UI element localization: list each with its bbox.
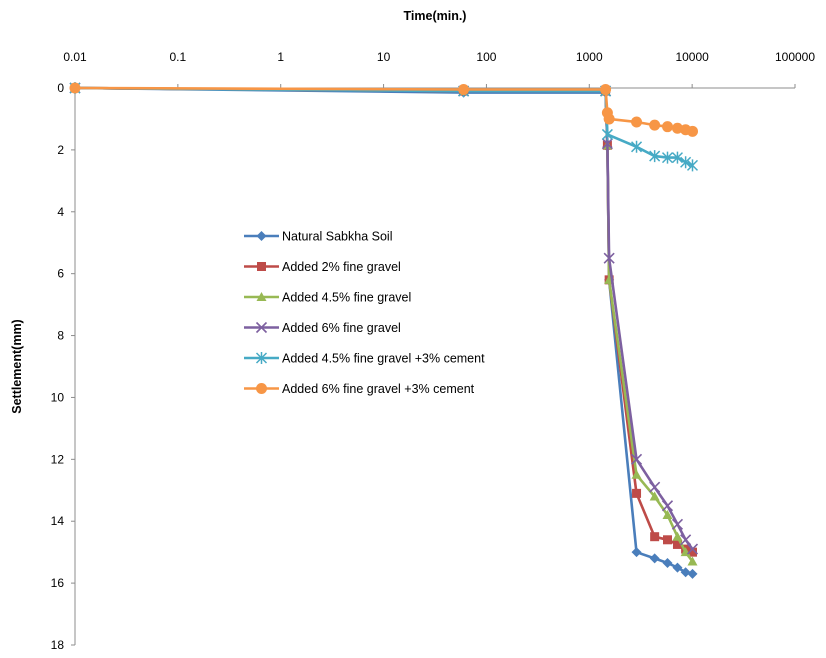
- plot-area: [69, 82, 699, 579]
- legend-marker: [255, 352, 268, 364]
- y-tick-label: 8: [57, 329, 64, 343]
- y-tick-label: 4: [57, 205, 64, 219]
- data-point: [631, 547, 642, 558]
- legend-entry: Added 4.5% fine gravel +3% cement: [244, 352, 485, 366]
- data-point: [603, 252, 615, 264]
- x-tick-label: 100: [476, 50, 496, 64]
- y-tick-label: 14: [51, 514, 65, 528]
- x-axis-title: Time(min.): [404, 9, 467, 23]
- data-point: [686, 125, 698, 137]
- legend-marker: [256, 231, 267, 241]
- data-point: [663, 535, 673, 545]
- legend-marker: [257, 262, 266, 271]
- legend-marker: [256, 292, 267, 301]
- data-point: [649, 119, 661, 131]
- x-tick-label: 10000: [675, 50, 709, 64]
- legend-entry: Added 2% fine gravel: [244, 260, 401, 274]
- legend-label: Added 4.5% fine gravel: [282, 291, 411, 305]
- data-point: [603, 113, 615, 125]
- data-point: [662, 510, 673, 520]
- legend-entry: Added 4.5% fine gravel: [244, 291, 411, 305]
- data-point: [649, 553, 660, 564]
- series-4: [69, 82, 699, 555]
- legend-label: Added 6% fine gravel: [282, 321, 401, 335]
- data-point: [687, 547, 697, 557]
- data-point: [631, 469, 642, 479]
- x-tick-label: 1: [277, 50, 284, 64]
- data-point: [672, 531, 683, 541]
- y-tick-label: 0: [57, 81, 64, 95]
- data-point: [649, 491, 660, 501]
- data-point: [687, 568, 698, 579]
- y-tick-label: 12: [51, 452, 65, 466]
- legend-label: Added 4.5% fine gravel +3% cement: [282, 352, 485, 366]
- legend-entry: Natural Sabkha Soil: [244, 230, 392, 244]
- data-point: [671, 518, 684, 530]
- legend: Natural Sabkha Soil Added 2% fine gravel A…: [244, 230, 485, 396]
- data-point: [661, 151, 674, 164]
- data-point: [671, 122, 683, 134]
- y-tick-label: 6: [57, 267, 64, 281]
- data-point: [630, 453, 643, 465]
- data-point: [650, 532, 660, 542]
- data-point: [631, 116, 643, 128]
- legend-entry: Added 6% fine gravel: [244, 321, 401, 335]
- data-point: [687, 556, 698, 566]
- data-point: [631, 140, 643, 153]
- series-line: [74, 86, 694, 167]
- data-point: [662, 557, 673, 568]
- data-point: [672, 562, 683, 573]
- y-tick-label: 10: [51, 390, 65, 404]
- x-tick-label: 0.1: [170, 50, 187, 64]
- series-line: [74, 86, 694, 550]
- series-6: [69, 82, 698, 137]
- y-tick-label: 16: [51, 576, 65, 590]
- data-point: [680, 156, 692, 169]
- data-point: [601, 138, 613, 150]
- data-point: [458, 84, 470, 96]
- data-point: [680, 567, 691, 578]
- data-point: [672, 539, 682, 549]
- data-point: [662, 121, 674, 133]
- series-line: [74, 86, 693, 133]
- x-tick-label: 10: [377, 50, 391, 64]
- y-tick-label: 2: [57, 143, 64, 157]
- x-tick-label: 1000: [576, 50, 603, 64]
- data-point: [649, 150, 661, 163]
- legend-marker: [256, 383, 267, 394]
- legend-label: Added 2% fine gravel: [282, 260, 401, 274]
- data-point: [600, 84, 612, 96]
- data-point: [686, 159, 699, 172]
- legend-label: Added 6% fine gravel +3% cement: [282, 382, 475, 396]
- data-point: [686, 543, 699, 555]
- legend-label: Natural Sabkha Soil: [282, 230, 392, 244]
- data-point: [632, 488, 642, 498]
- data-point: [69, 82, 81, 94]
- data-point: [601, 128, 613, 141]
- data-point: [680, 534, 692, 546]
- data-point: [661, 500, 674, 512]
- legend-marker: [255, 321, 268, 334]
- data-point: [649, 481, 661, 493]
- y-axis-title: Settlement(mm): [10, 319, 24, 413]
- data-point: [671, 151, 683, 164]
- x-tick-label: 0.01: [63, 50, 87, 64]
- x-tick-label: 100000: [775, 50, 815, 64]
- y-tick-label: 18: [51, 638, 65, 652]
- legend-entry: Added 6% fine gravel +3% cement: [244, 382, 475, 396]
